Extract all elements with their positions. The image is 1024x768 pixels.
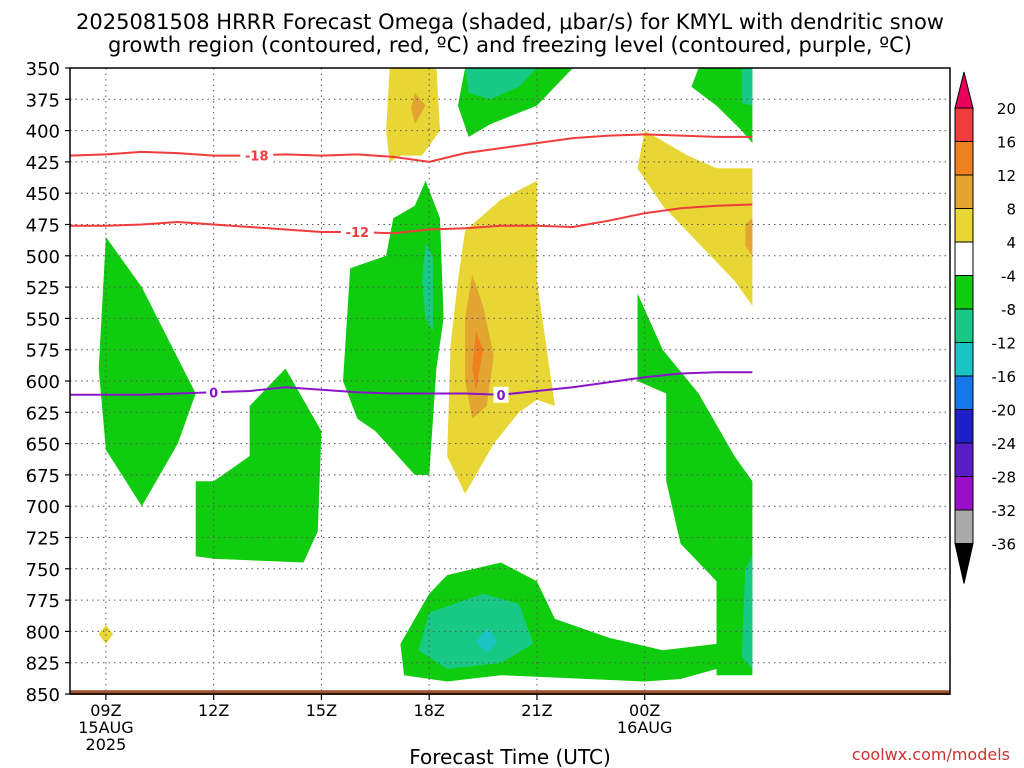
x-tick-label-21-0: 21Z (521, 701, 552, 720)
y-tick-label-625: 625 (26, 403, 60, 424)
shaded-region-sink-right-core (745, 218, 753, 256)
y-tick-label-725: 725 (26, 529, 60, 550)
colorbar-segment-6 (954, 275, 974, 310)
y-tick-label-650: 650 (26, 435, 60, 456)
colorbar-label-2: 12 (997, 167, 1016, 185)
shaded-region-lift-right-low-core (741, 556, 753, 669)
y-tick-label-475: 475 (26, 216, 60, 237)
y-tick-label-825: 825 (26, 654, 60, 675)
shaded-region-lift-low-core (418, 593, 534, 669)
contour-label-0-1: 0 (496, 389, 505, 404)
contour-label-bg--12-0 (340, 224, 374, 241)
y-tick-label-375: 375 (26, 90, 60, 111)
colorbar-segment-4 (954, 208, 974, 243)
contour-label-bg-0-1 (493, 386, 509, 403)
colorbar-label-11: -28 (992, 469, 1017, 487)
shaded-region-sink-right (637, 130, 753, 306)
colorbar-label-6: -8 (1001, 301, 1016, 319)
y-tick-label-800: 800 (26, 622, 60, 643)
colorbar-label-9: -20 (992, 402, 1017, 420)
y-tick-label-575: 575 (26, 341, 60, 362)
y-axis: 350 375 400 425 450 475 500 525 550 575 600 625 650 6… (26, 59, 70, 706)
colorbar-segment-5 (954, 241, 974, 276)
plot-area: -18 -12 0 0 (69, 67, 951, 695)
colorbar-segment-12 (954, 476, 974, 511)
shaded-region-lift-left (98, 237, 196, 507)
shaded-region-lift-mid-b-core (422, 243, 433, 331)
colorbar-label-12: -32 (992, 502, 1017, 520)
contour-0 (70, 371, 753, 396)
shaded-region-lift-top-core (465, 68, 537, 100)
colorbar-label-5: -4 (1001, 268, 1016, 286)
y-tick-label-400: 400 (26, 122, 60, 143)
shaded-region-lift-right-top (691, 68, 753, 144)
contour-label-0-0: 0 (209, 386, 218, 401)
colorbar-label-7: -12 (992, 335, 1017, 353)
x-tick-label-9-2: 2025 (86, 735, 127, 754)
shaded-region-lift-right-low (637, 293, 753, 676)
shaded-region-lift-mid-a (195, 368, 322, 563)
colorbar-label-4: 4 (1006, 234, 1016, 252)
colorbar: 20 16 12 8 4 -4 -8 -12 -16 -20 -24 -28 -32 -36 (954, 71, 1017, 584)
colorbar-label-3: 8 (1006, 201, 1016, 219)
colorbar-segment-11 (954, 442, 974, 477)
colorbar-segment-1 (954, 107, 974, 142)
contour-lines: -18 -12 0 0 (69, 133, 753, 404)
y-tick-label-525: 525 (26, 278, 60, 299)
colorbar-segment-8 (954, 342, 974, 377)
colorbar-segment-3 (954, 174, 974, 209)
colorbar-label-1: 16 (997, 134, 1016, 152)
colorbar-segment-2 (954, 141, 974, 176)
contour-label-bg--18-0 (240, 147, 274, 164)
colorbar-segment-10 (954, 409, 974, 444)
x-axis-label: Forecast Time (UTC) (409, 745, 611, 768)
shaded-region-lift-right-top-core (741, 68, 753, 106)
y-tick-label-350: 350 (26, 59, 60, 80)
contour-label--18-0: -18 (245, 149, 269, 164)
x-tick-label-12-0: 12Z (198, 701, 229, 720)
y-tick-label-850: 850 (26, 685, 60, 706)
shaded-region-lift-low-peak (475, 627, 498, 654)
y-tick-label-750: 750 (26, 560, 60, 581)
y-tick-label-550: 550 (26, 309, 60, 330)
x-tick-label-24-0: 00Z (629, 701, 660, 720)
shaded-region-sink-top-core (411, 93, 426, 125)
shaded-region-lift-mid-b (343, 180, 444, 475)
x-tick-label-18-0: 18Z (414, 701, 445, 720)
colorbar-label-10: -24 (992, 435, 1017, 453)
x-tick-label-15-0: 15Z (306, 701, 337, 720)
chart-title-line-2: growth region (contoured, red, ºC) and f… (108, 33, 912, 57)
y-tick-label-425: 425 (26, 153, 60, 174)
y-tick-label-675: 675 (26, 466, 60, 487)
colorbar-segment-7 (954, 308, 974, 343)
contour--18 (69, 133, 753, 163)
y-tick-label-500: 500 (26, 247, 60, 268)
colorbar-top-arrow (954, 71, 974, 109)
x-tick-label-9-0: 09Z (90, 701, 121, 720)
ground-strip (70, 690, 950, 695)
colorbar-label-8: -16 (992, 368, 1017, 386)
x-tick-label-9-1: 15AUG (78, 718, 133, 737)
y-tick-label-700: 700 (26, 497, 60, 518)
chart-title-line-1: 2025081508 HRRR Forecast Omega (shaded, … (76, 10, 944, 34)
shaded-region-sink-mid-peak (472, 330, 484, 391)
contour-label--12-0: -12 (346, 226, 370, 241)
y-tick-label-600: 600 (26, 372, 60, 393)
credit-text: coolwx.com/models (852, 745, 1010, 764)
omega-shading (70, 68, 950, 695)
x-tick-label-24-1: 16AUG (617, 718, 672, 737)
y-tick-label-775: 775 (26, 591, 60, 612)
colorbar-label-0: 20 (997, 100, 1016, 118)
contour-label-bg-0-0 (206, 384, 222, 401)
colorbar-segment-13 (954, 509, 974, 544)
grid-lines (70, 68, 950, 694)
colorbar-label-13: -36 (992, 536, 1017, 554)
colorbar-segment-9 (954, 375, 974, 410)
colorbar-bottom-arrow (954, 543, 974, 584)
y-tick-label-450: 450 (26, 184, 60, 205)
contour--12 (70, 203, 753, 235)
